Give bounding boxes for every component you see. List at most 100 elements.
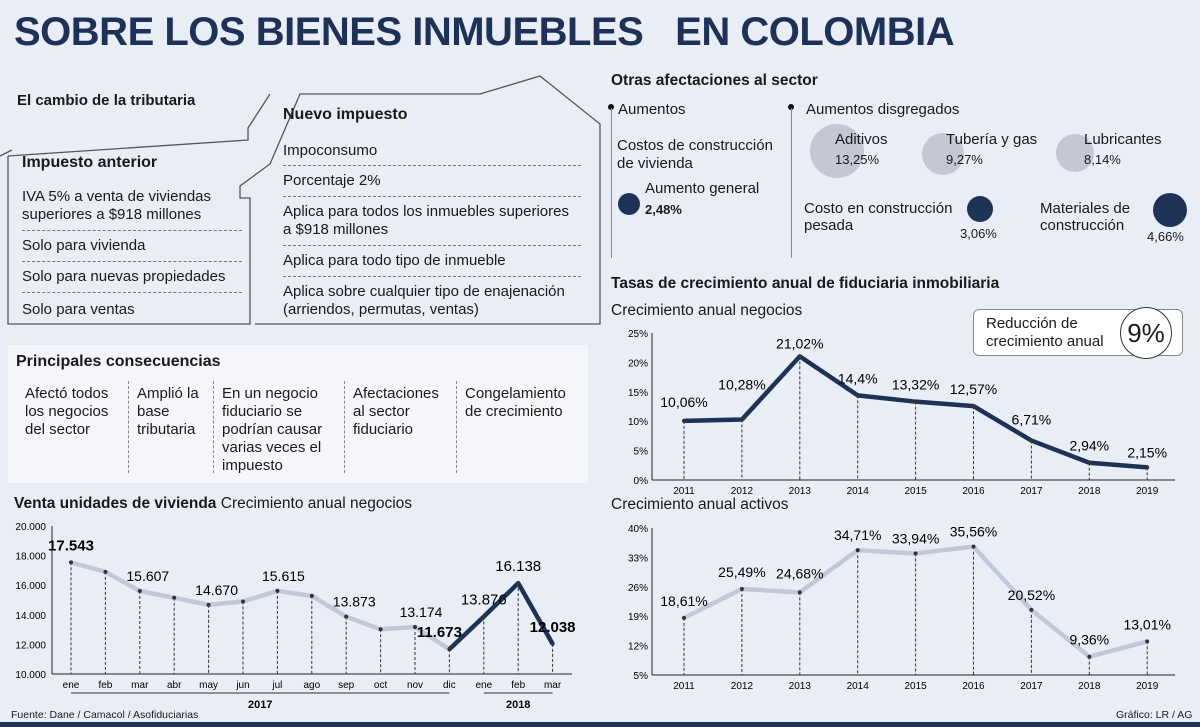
aditivos-bubble bbox=[810, 124, 864, 178]
data-label: 34,71% bbox=[834, 527, 881, 543]
y-tick-label: 12.000 bbox=[15, 640, 46, 651]
data-point bbox=[797, 590, 802, 595]
negocios-chart: 0% 5% 10% 15% 20% 25% 2011 2012 2013 2014 2015 2016… bbox=[628, 329, 1175, 497]
data-point bbox=[682, 418, 686, 423]
aditivos-label: Aditivos bbox=[835, 131, 888, 148]
data-label: 2,94% bbox=[1069, 438, 1109, 454]
vivienda-title: Venta unidades de vivienda bbox=[14, 495, 217, 512]
y-tick-label: 20.000 bbox=[15, 522, 46, 533]
data-point bbox=[739, 586, 744, 591]
house-outline bbox=[0, 75, 601, 325]
data-point bbox=[1087, 654, 1092, 659]
vivienda-heading: Venta unidades de vivienda Crecimiento a… bbox=[14, 495, 412, 513]
consecuencia-item: Congelamiento de crecimiento bbox=[465, 385, 566, 420]
data-label: 24,68% bbox=[776, 565, 823, 581]
y-tick-label: 14.000 bbox=[15, 611, 46, 622]
data-label: 13,32% bbox=[892, 377, 939, 393]
x-tick-label: 2013 bbox=[789, 486, 812, 497]
y-tick-label: 20% bbox=[628, 358, 648, 369]
y-tick-label: 5% bbox=[634, 671, 649, 682]
data-point bbox=[550, 641, 555, 646]
data-point bbox=[275, 588, 280, 593]
x-tick-label: 2013 bbox=[789, 681, 812, 692]
y-tick-label: 18.000 bbox=[15, 552, 46, 563]
y-tick-label: 16.000 bbox=[15, 581, 46, 592]
negocios-chart-title: Crecimiento anual negocios bbox=[611, 302, 803, 319]
data-label: 9,36% bbox=[1069, 632, 1109, 648]
x-tick-label: jul bbox=[271, 680, 282, 691]
x-tick-label: 2015 bbox=[904, 681, 927, 692]
data-point bbox=[137, 589, 142, 594]
x-tick-label: ene bbox=[63, 680, 80, 691]
activos-chart-title: Crecimiento anual activos bbox=[611, 496, 789, 513]
general-label: Aumento general bbox=[645, 180, 760, 197]
page-title: SOBRE LOS BIENES INMUEBLES EN COLOMBIA bbox=[14, 10, 955, 54]
data-point bbox=[971, 404, 976, 409]
data-point bbox=[855, 393, 860, 398]
data-label: 10,06% bbox=[660, 394, 707, 410]
data-point bbox=[739, 417, 744, 422]
x-tick-label: 2011 bbox=[673, 681, 695, 692]
data-point bbox=[797, 354, 802, 359]
data-label: 15.615 bbox=[262, 568, 305, 584]
nuevo-heading: Nuevo impuesto bbox=[283, 106, 408, 123]
data-point bbox=[413, 625, 417, 630]
data-point bbox=[682, 615, 686, 620]
x-tick-label: 2019 bbox=[1136, 486, 1159, 497]
materiales-bubble bbox=[1153, 193, 1187, 227]
nuevo-item: Aplica para todos los inmuebles superior… bbox=[283, 197, 581, 246]
y-tick-label: 26% bbox=[628, 583, 648, 594]
data-label: 35,56% bbox=[950, 524, 997, 540]
data-label: 17.543 bbox=[48, 537, 94, 554]
consecuencia-item: Afectaciones al sector fiduciario bbox=[353, 385, 439, 438]
consecuencia-item: En un negocio fiduciario se podrían caus… bbox=[222, 385, 323, 474]
x-tick-label: 2012 bbox=[731, 681, 754, 692]
data-point bbox=[1087, 460, 1092, 465]
reduccion-label: Reducción de crecimiento anual bbox=[986, 315, 1104, 350]
x-tick-label: sep bbox=[338, 680, 355, 691]
x-tick-label: 2018 bbox=[1078, 681, 1101, 692]
vivienda-subtitle: Crecimiento anual negocios bbox=[220, 495, 413, 512]
data-point bbox=[69, 560, 73, 565]
x-tick-label: abr bbox=[167, 680, 182, 691]
anterior-item: Solo para ventas bbox=[22, 301, 135, 318]
anterior-item: Solo para vivienda bbox=[22, 231, 242, 262]
tuberia-value: 9,27% bbox=[946, 152, 983, 167]
x-tick-label: 2014 bbox=[847, 681, 870, 692]
nuevo-impuesto: Nuevo impuesto Impoconsumo Porcentaje 2%… bbox=[283, 106, 581, 319]
data-label: 13.876 bbox=[461, 592, 507, 609]
data-point bbox=[378, 627, 383, 632]
y-tick-label: 15% bbox=[628, 388, 648, 399]
pesada-bubble bbox=[967, 196, 993, 222]
afectaciones-heading: Otras afectaciones al sector bbox=[611, 72, 818, 89]
x-tick-label: 2012 bbox=[731, 486, 754, 497]
anterior-item: Solo para nuevas propiedades bbox=[22, 262, 242, 293]
x-tick-label: mar bbox=[544, 680, 562, 691]
data-label: 10,28% bbox=[718, 377, 765, 393]
x-tick-label: ago bbox=[303, 680, 320, 691]
x-tick-label: 2017 bbox=[1020, 486, 1043, 497]
data-point bbox=[1145, 639, 1150, 644]
source-note: Fuente: Dane / Camacol / Asofiduciarias bbox=[11, 709, 199, 721]
consecuencias-heading: Principales consecuencias bbox=[16, 353, 221, 370]
data-label: 16.138 bbox=[495, 558, 541, 575]
credit-note: Gráfico: LR / AG bbox=[1116, 709, 1193, 721]
y-tick-label: 33% bbox=[628, 553, 648, 564]
x-tick-label: feb bbox=[98, 680, 112, 691]
data-point bbox=[855, 548, 860, 553]
data-point bbox=[481, 614, 486, 619]
tuberia-label: Tubería y gas bbox=[946, 131, 1038, 148]
pesada-label: Costo en construcción pesada bbox=[804, 200, 953, 234]
data-point bbox=[516, 581, 521, 586]
consecuencia-item: Amplió la base tributaria bbox=[137, 385, 199, 438]
data-point bbox=[1029, 438, 1034, 443]
series-line-2017 bbox=[70, 560, 451, 652]
data-label: 6,71% bbox=[1012, 412, 1052, 428]
data-label: 12.038 bbox=[530, 619, 576, 636]
data-point bbox=[447, 647, 452, 652]
x-tick-label: 2019 bbox=[1136, 681, 1159, 692]
data-label: 2,15% bbox=[1127, 444, 1167, 460]
pesada-value: 3,06% bbox=[960, 226, 997, 241]
tributaria-heading: El cambio de la tributaria bbox=[17, 92, 196, 109]
y-tick-label: 40% bbox=[628, 524, 648, 535]
